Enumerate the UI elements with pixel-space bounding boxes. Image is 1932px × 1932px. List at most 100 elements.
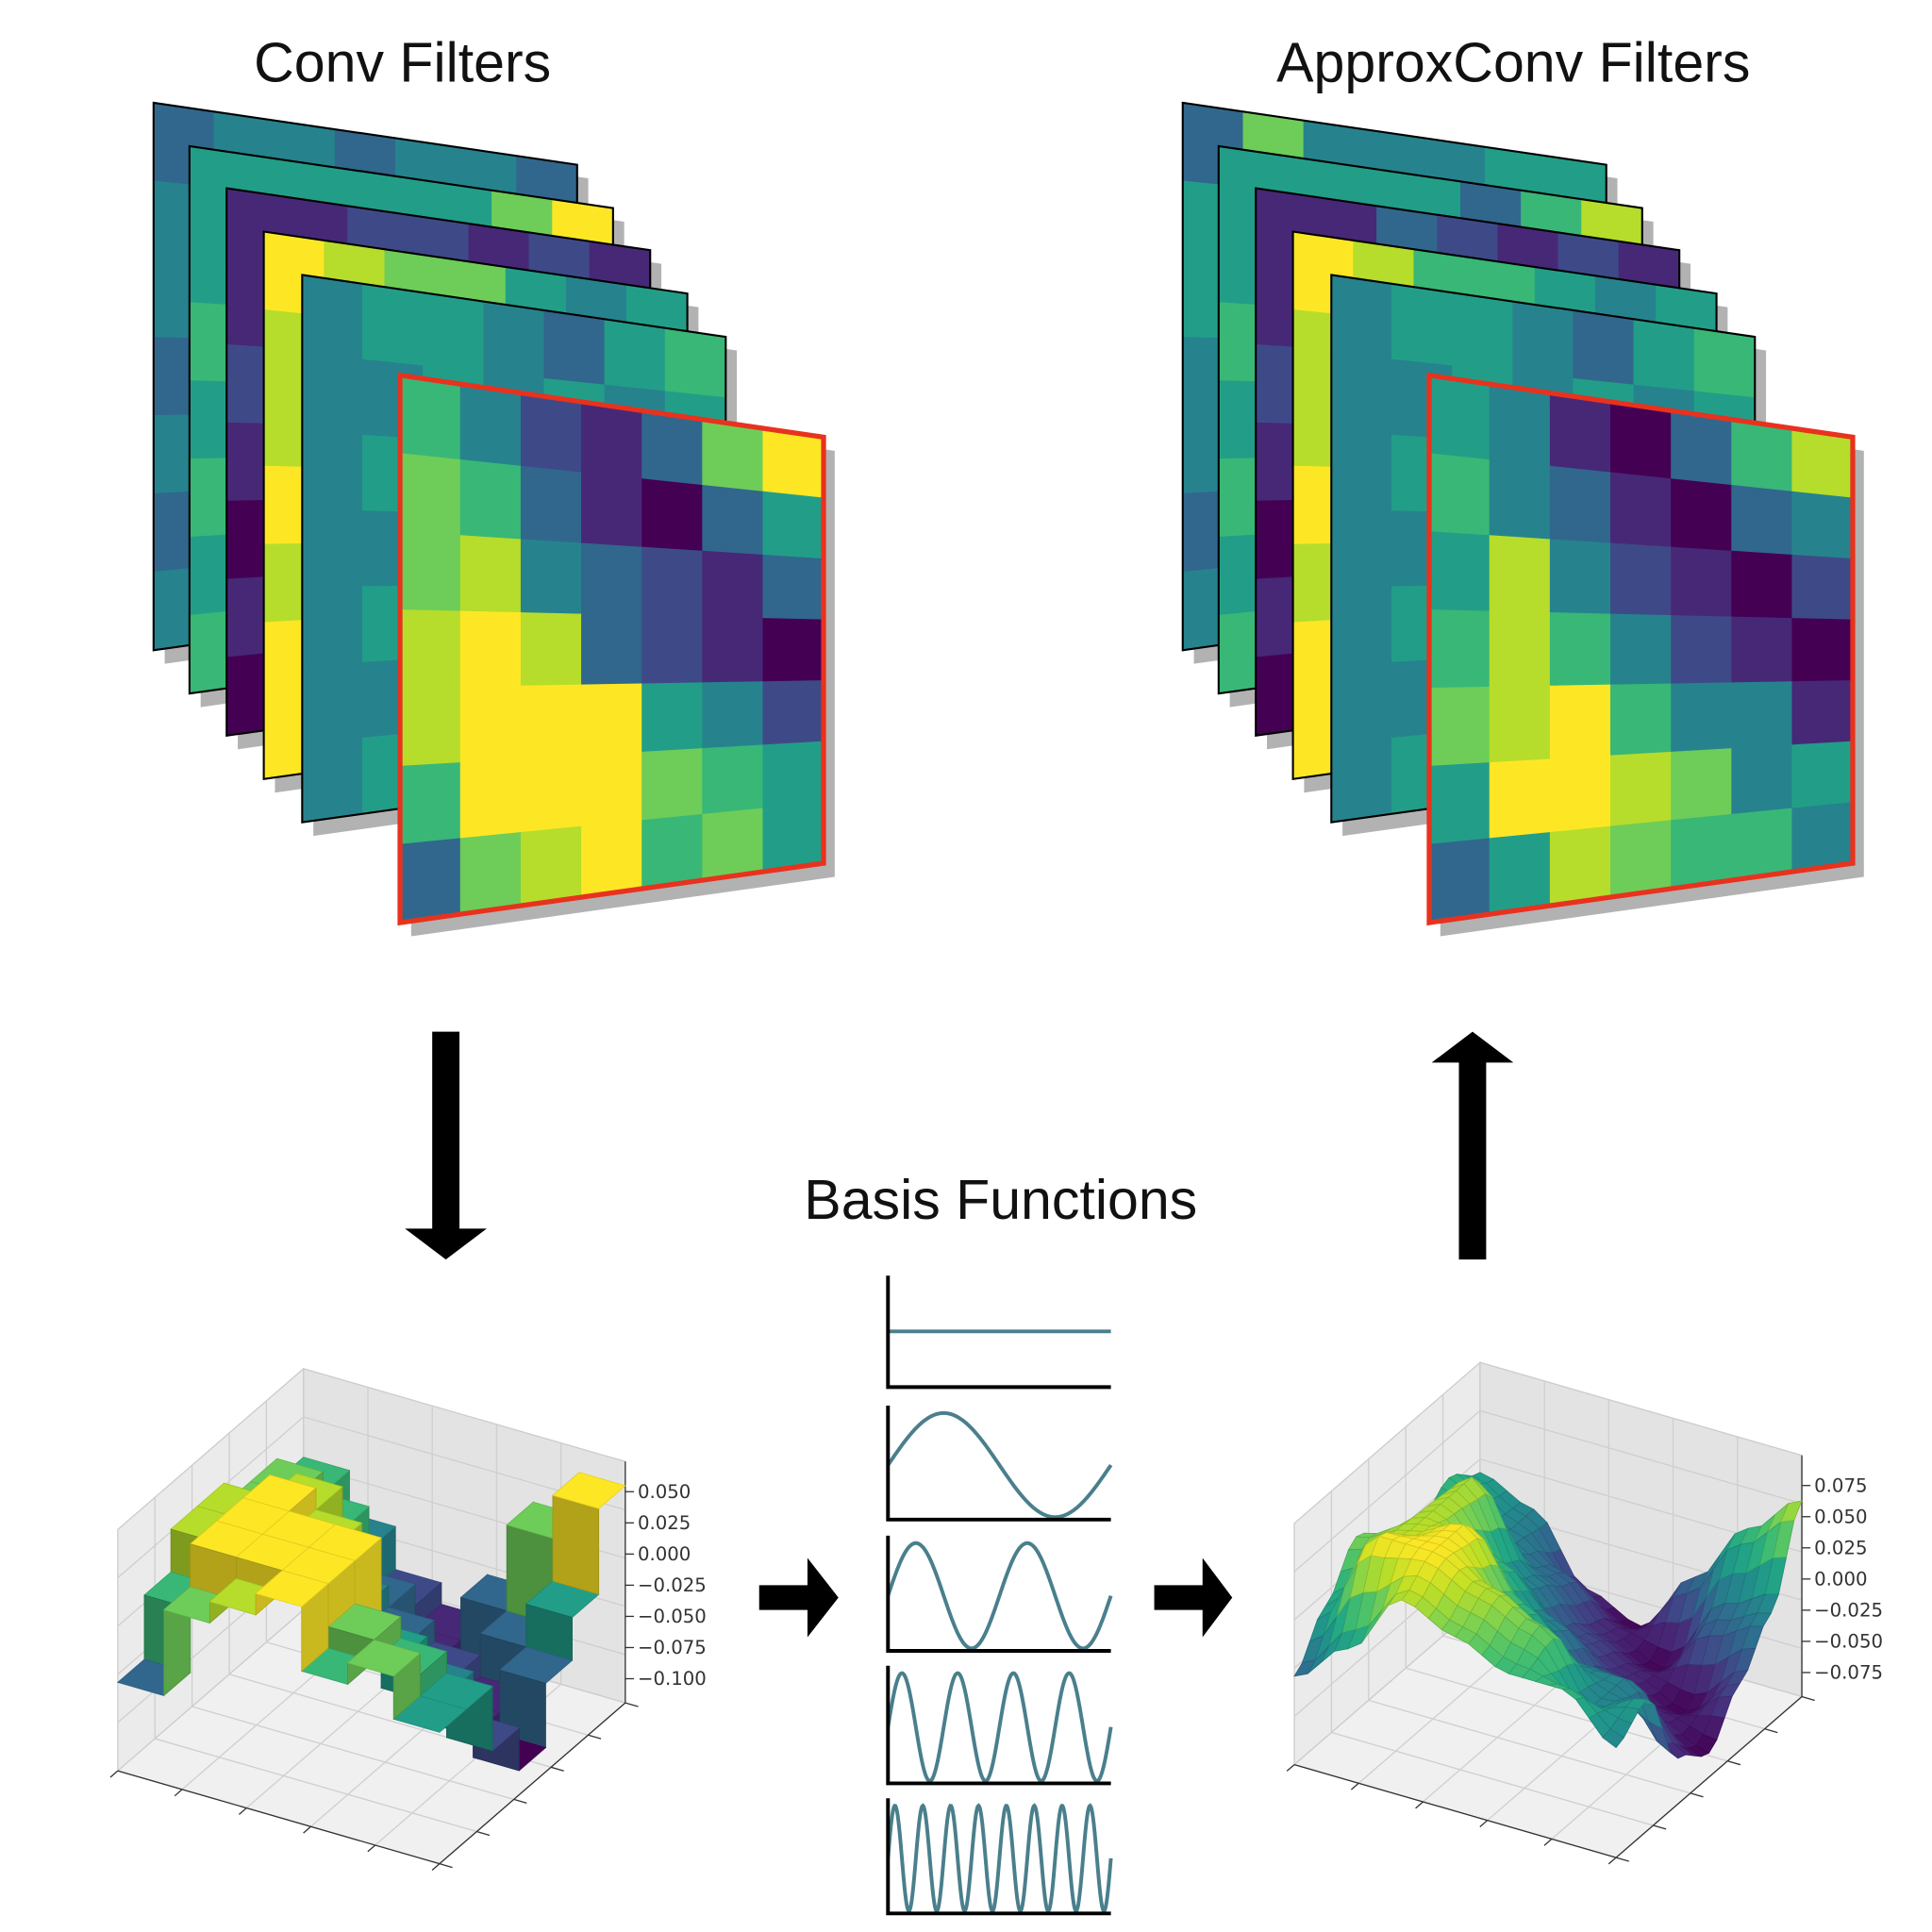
x-axis-tick (109, 1770, 119, 1778)
basis-axes (886, 1665, 1111, 1786)
filter-cell (581, 472, 642, 548)
x-axis-tick (431, 1863, 441, 1871)
filter-cell (1330, 661, 1392, 745)
y-axis-tick (1690, 1792, 1704, 1798)
filter-cell (581, 683, 642, 757)
filter-cell (762, 802, 824, 873)
filter-cell (399, 686, 461, 767)
grid-line (1293, 1409, 1481, 1573)
filter-cell (1428, 453, 1491, 537)
y-axis-tick (1653, 1824, 1667, 1830)
x-axis-line (117, 1770, 441, 1865)
filter-cell (641, 615, 704, 685)
filter-cell (1330, 738, 1392, 824)
x-axis-tick (238, 1807, 247, 1815)
grid-line (1368, 1699, 1691, 1794)
basis-function-2 (886, 1535, 1113, 1653)
filter-cell (1671, 748, 1733, 822)
filter-cell (459, 685, 522, 763)
surface-face (552, 1494, 600, 1595)
filter-cell (702, 681, 764, 749)
filter-cell (520, 465, 582, 544)
filter-cell (1610, 472, 1672, 548)
y-axis-tick (550, 1766, 564, 1772)
filter-cell (1731, 744, 1793, 815)
filter-cell (459, 535, 522, 613)
x-axis-tick (1607, 1857, 1617, 1865)
x-axis-tick (1350, 1782, 1359, 1790)
grid-line (192, 1706, 514, 1801)
filter-cell (1330, 430, 1392, 512)
up-arrow (1431, 1031, 1514, 1260)
x-axis-tick (1543, 1838, 1553, 1846)
filter-cell (1330, 274, 1392, 360)
filter-cell (702, 550, 764, 619)
surface-face (255, 1570, 329, 1607)
z-tick-label: −0.075 (638, 1637, 707, 1658)
filter-cell (702, 616, 764, 684)
filter-cell (301, 274, 363, 360)
filter-cell (301, 661, 363, 745)
filter-cell (1633, 318, 1695, 392)
y-axis-tick (476, 1830, 491, 1837)
conv-surface-plot: 0.050 0.025 0.000 −0.025 −0.050 −0.075 −0.100 (109, 1367, 707, 1871)
filter-cell (1671, 478, 1733, 552)
filter-cell (1610, 401, 1672, 480)
filter-cell (399, 838, 461, 924)
filter-cell (459, 458, 522, 541)
filter-cell (581, 751, 642, 827)
z-tick-label: −0.025 (638, 1574, 707, 1596)
z-tick-label: −0.025 (1814, 1599, 1883, 1621)
filter-cell (641, 813, 704, 890)
filter-cell (1791, 680, 1854, 746)
basis-curve (886, 1671, 1113, 1783)
filter-cell (604, 318, 666, 392)
filter-cell (301, 352, 363, 436)
filter-cell (423, 291, 485, 374)
filter-cell (702, 808, 764, 881)
y-axis-tick (439, 1863, 453, 1869)
filter-cell (1671, 813, 1733, 890)
filter-cell (1610, 613, 1672, 686)
filter-cell (301, 508, 363, 589)
grid-line (1331, 1731, 1654, 1826)
filter-cell (1671, 409, 1733, 486)
filter-cell (1610, 820, 1672, 898)
z-tick-label: 0.025 (1814, 1537, 1867, 1558)
filter-cell (483, 301, 545, 379)
filter-cell (1671, 546, 1733, 618)
basis-axes (886, 1798, 1111, 1916)
grid-line (155, 1738, 477, 1833)
x-axis-line (1293, 1763, 1617, 1858)
filter-cell (641, 409, 704, 486)
surface-face (346, 1639, 422, 1677)
z-tick-label: 0.050 (638, 1481, 691, 1503)
surface-face (1779, 1500, 1803, 1524)
highlight-border (1426, 372, 1856, 926)
filter-cell (399, 453, 461, 537)
conv-filter-stack (152, 101, 835, 937)
filter-cell (459, 758, 522, 840)
filter-cell (664, 327, 726, 399)
filter-cell (1731, 419, 1793, 492)
filter-cell (1731, 681, 1793, 749)
approxconv-filter-stack (1181, 101, 1864, 937)
filter-cell (1489, 458, 1551, 541)
y-axis-tick (588, 1734, 602, 1740)
filter-cell (1330, 352, 1392, 436)
filter-cell (1428, 531, 1491, 612)
filter-cell (1549, 392, 1611, 474)
filter-cell (399, 609, 461, 689)
filter-cell (399, 762, 461, 845)
y-axis-line (1615, 1696, 1803, 1858)
y-axis-tick (1801, 1695, 1815, 1702)
basis-functions-title: Basis Functions (804, 1169, 1197, 1231)
filter-cell (1489, 610, 1551, 688)
filter-cell (1610, 751, 1672, 827)
filter-cell (399, 531, 461, 612)
y-axis-tick (1615, 1857, 1629, 1862)
filter-cell (581, 613, 642, 686)
basis-function-plots (886, 1275, 1113, 1916)
filter-cell (1549, 825, 1611, 907)
filter-cell (520, 539, 582, 615)
